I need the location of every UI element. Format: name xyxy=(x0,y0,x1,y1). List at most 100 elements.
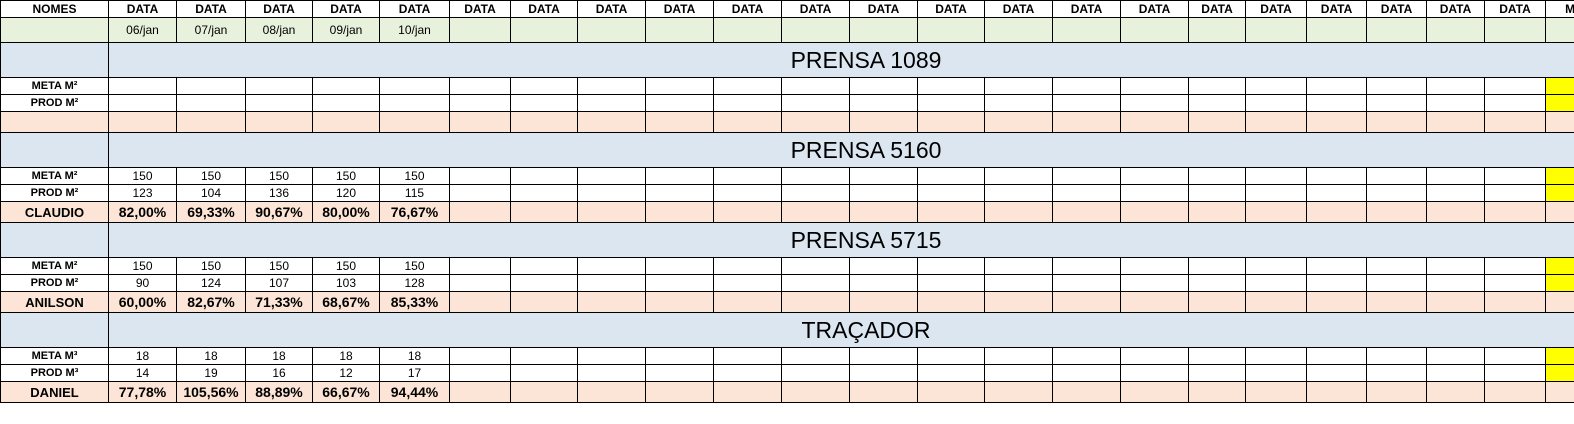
percentage-value[interactable]: 71,33% xyxy=(245,291,313,313)
meta-label[interactable]: META M² xyxy=(0,167,109,185)
percentage-value[interactable] xyxy=(510,111,578,133)
prod-value[interactable] xyxy=(984,364,1053,382)
percentage-value[interactable] xyxy=(713,111,782,133)
prod-label[interactable]: PROD M³ xyxy=(0,364,109,382)
meta-label[interactable]: META M² xyxy=(0,257,109,275)
percentage-value[interactable] xyxy=(645,291,714,313)
meta-value[interactable] xyxy=(1120,77,1189,95)
prod-value[interactable] xyxy=(379,94,450,112)
meta-value[interactable] xyxy=(449,347,511,365)
meta-value[interactable] xyxy=(1245,77,1307,95)
percentage-value[interactable] xyxy=(449,201,511,223)
percentage-value[interactable] xyxy=(1245,111,1307,133)
prod-value[interactable]: 17 xyxy=(379,364,450,382)
percentage-value[interactable] xyxy=(1426,111,1485,133)
prod-value[interactable] xyxy=(1484,94,1546,112)
percentage-value[interactable] xyxy=(917,291,985,313)
meta-value[interactable] xyxy=(1484,257,1546,275)
meta-value[interactable]: 150 xyxy=(312,167,380,185)
meta-value[interactable] xyxy=(917,77,985,95)
prod-value[interactable] xyxy=(510,94,578,112)
date-header[interactable]: DATA xyxy=(1366,0,1427,18)
meta-value[interactable] xyxy=(917,257,985,275)
date-cell[interactable] xyxy=(510,17,578,43)
meta-value[interactable]: 18 xyxy=(176,347,246,365)
prod-value[interactable] xyxy=(1426,274,1485,292)
percentage-value[interactable] xyxy=(984,111,1053,133)
percentage-value[interactable] xyxy=(645,381,714,403)
prod-label[interactable]: PROD M² xyxy=(0,184,109,202)
prod-value[interactable] xyxy=(1188,364,1246,382)
meta-value[interactable] xyxy=(645,347,714,365)
percentage-value[interactable] xyxy=(849,291,918,313)
prod-average[interactable]: 110 xyxy=(1545,274,1574,292)
percentage-value[interactable] xyxy=(781,291,850,313)
percentage-value[interactable] xyxy=(510,381,578,403)
prod-value[interactable] xyxy=(1052,364,1121,382)
date-header[interactable]: DATA xyxy=(713,0,782,18)
prod-value[interactable] xyxy=(645,184,714,202)
section-title-label[interactable] xyxy=(0,132,109,168)
percentage-value[interactable] xyxy=(1306,201,1367,223)
prod-value[interactable] xyxy=(449,364,511,382)
meta-value[interactable] xyxy=(1366,257,1427,275)
meta-value[interactable] xyxy=(781,257,850,275)
prod-value[interactable] xyxy=(1120,184,1189,202)
meta-value[interactable] xyxy=(713,77,782,95)
prod-value[interactable] xyxy=(645,364,714,382)
percentage-value[interactable] xyxy=(1052,201,1121,223)
meta-label[interactable]: META M³ xyxy=(0,347,109,365)
percentage-value[interactable]: 90,67% xyxy=(245,201,313,223)
percentage-value[interactable] xyxy=(577,381,646,403)
meta-value[interactable] xyxy=(1484,167,1546,185)
meta-value[interactable] xyxy=(713,167,782,185)
percentage-value[interactable] xyxy=(1366,111,1427,133)
meta-value[interactable]: 150 xyxy=(312,257,380,275)
meta-value[interactable] xyxy=(1484,347,1546,365)
prod-value[interactable] xyxy=(577,364,646,382)
date-cell[interactable] xyxy=(917,17,985,43)
meta-average[interactable]: 150 xyxy=(1545,167,1574,185)
percentage-value[interactable] xyxy=(1366,291,1427,313)
percentage-value[interactable]: 85,33% xyxy=(379,291,450,313)
percentage-value[interactable] xyxy=(849,111,918,133)
section-title[interactable]: TRAÇADOR xyxy=(108,312,1574,348)
meta-value[interactable] xyxy=(1120,257,1189,275)
meta-value[interactable]: 18 xyxy=(245,347,313,365)
section-title-label[interactable] xyxy=(0,42,109,78)
prod-value[interactable] xyxy=(917,274,985,292)
percentage-value[interactable] xyxy=(1120,381,1189,403)
prod-value[interactable] xyxy=(849,364,918,382)
percentage-value[interactable]: 82,67% xyxy=(176,291,246,313)
percentage-value[interactable] xyxy=(917,111,985,133)
meta-value[interactable]: 18 xyxy=(379,347,450,365)
meta-value[interactable] xyxy=(1306,167,1367,185)
prod-value[interactable] xyxy=(1306,364,1367,382)
prod-value[interactable] xyxy=(1245,274,1307,292)
meta-value[interactable] xyxy=(1052,347,1121,365)
percentage-value[interactable] xyxy=(849,201,918,223)
meta-value[interactable] xyxy=(1426,257,1485,275)
meta-value[interactable]: 150 xyxy=(379,167,450,185)
prod-value[interactable] xyxy=(108,94,177,112)
prod-value[interactable] xyxy=(176,94,246,112)
percentage-value[interactable]: 69,33% xyxy=(176,201,246,223)
date-cell[interactable]: 08/jan xyxy=(245,17,313,43)
meta-value[interactable] xyxy=(645,257,714,275)
date-header[interactable]: DATA xyxy=(176,0,246,18)
meta-value[interactable] xyxy=(1052,167,1121,185)
percentage-value[interactable]: 60,00% xyxy=(108,291,177,313)
percentage-value[interactable] xyxy=(1245,201,1307,223)
percentage-value[interactable] xyxy=(1052,111,1121,133)
prod-value[interactable] xyxy=(1484,184,1546,202)
date-cell[interactable] xyxy=(781,17,850,43)
average-header[interactable]: MÉDIA xyxy=(1545,0,1574,18)
prod-value[interactable] xyxy=(577,274,646,292)
prod-label[interactable]: PROD M² xyxy=(0,274,109,292)
prod-value[interactable] xyxy=(1120,94,1189,112)
prod-value[interactable] xyxy=(1245,364,1307,382)
meta-value[interactable] xyxy=(312,77,380,95)
prod-value[interactable] xyxy=(1120,274,1189,292)
percentage-value[interactable] xyxy=(849,381,918,403)
date-cell[interactable] xyxy=(1306,17,1367,43)
